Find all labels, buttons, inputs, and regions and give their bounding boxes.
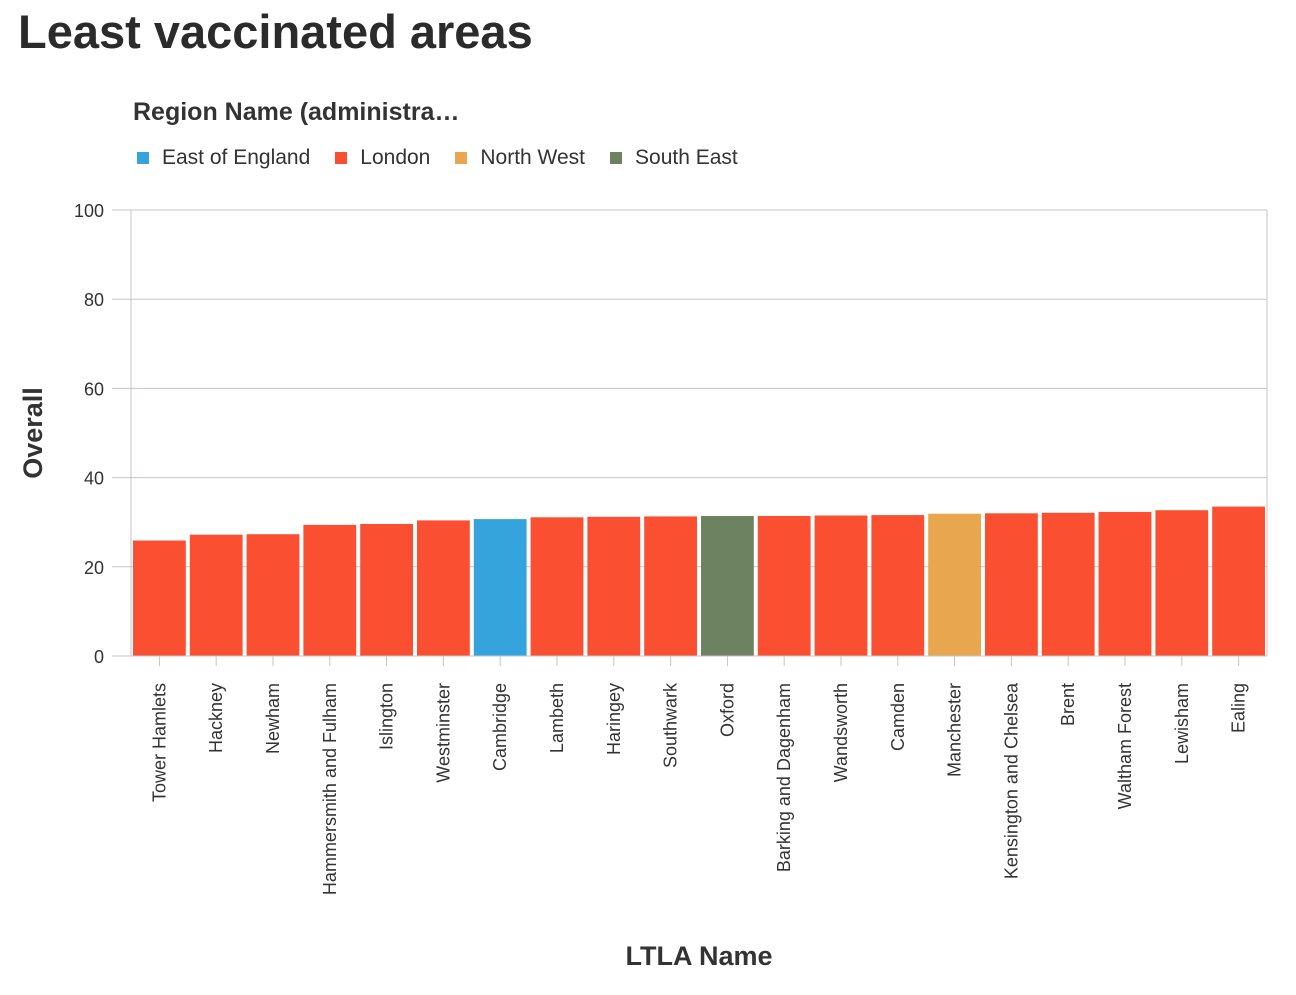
bars: [133, 506, 1265, 657]
bar-ealing[interactable]: [1212, 506, 1265, 656]
x-tick-label: Waltham Forest: [1115, 683, 1135, 809]
bar-haringey[interactable]: [587, 516, 641, 656]
x-tick-label: Southwark: [661, 682, 681, 768]
y-tick-label: 20: [84, 558, 104, 578]
x-tick-label: Ealing: [1229, 683, 1249, 733]
bar-southwark[interactable]: [644, 516, 697, 656]
legend: East of England London North West South …: [137, 146, 763, 170]
y-tick-label: 0: [94, 647, 104, 667]
bar-hackney[interactable]: [189, 534, 243, 656]
x-tick-label: Lewisham: [1172, 683, 1192, 764]
x-tick-label: Haringey: [604, 683, 624, 755]
bar-wandsworth[interactable]: [814, 515, 868, 657]
legend-swatch-east-of-england: [137, 152, 149, 164]
bar-lewisham[interactable]: [1155, 510, 1209, 656]
legend-label: South East: [635, 146, 738, 169]
x-axis-title: LTLA Name: [625, 941, 772, 971]
x-tick-label: Oxford: [717, 683, 737, 737]
x-tick-label: Wandsworth: [831, 683, 851, 782]
legend-label: North West: [480, 146, 586, 169]
x-tick-label: Cambridge: [490, 683, 510, 771]
x-tick-label: Tower Hamlets: [149, 683, 169, 802]
bar-hammersmith-and-fulham[interactable]: [303, 524, 357, 656]
bar-cambridge[interactable]: [473, 519, 527, 656]
bar-kensington-and-chelsea[interactable]: [985, 513, 1038, 656]
axes: [112, 209, 1268, 666]
y-axis-title: Overall: [18, 387, 48, 479]
legend-item-north-west[interactable]: North West: [455, 146, 585, 170]
bar-manchester[interactable]: [928, 513, 981, 656]
x-tick-label: Manchester: [945, 683, 965, 777]
bar-camden[interactable]: [871, 515, 925, 656]
bar-westminster[interactable]: [417, 520, 470, 656]
x-tick-label: Islington: [377, 683, 397, 750]
bar-barking-and-dagenham[interactable]: [757, 516, 811, 656]
bar-oxford[interactable]: [701, 516, 754, 656]
x-tick-label: Hackney: [206, 683, 226, 753]
legend-label: East of England: [162, 146, 311, 169]
y-tick-label: 100: [74, 201, 104, 221]
x-tick-label: Kensington and Chelsea: [1001, 682, 1021, 879]
page-title: Least vaccinated areas: [18, 5, 533, 58]
legend-item-south-east[interactable]: South East: [610, 146, 738, 170]
bar-brent[interactable]: [1041, 512, 1095, 656]
x-tick-label: Westminster: [433, 683, 453, 783]
legend-item-london[interactable]: London: [335, 146, 430, 170]
x-tick-label: Lambeth: [547, 683, 567, 753]
legend-label: London: [360, 146, 431, 169]
legend-swatch-south-east: [610, 152, 623, 164]
x-tick-label: Barking and Dagenham: [774, 683, 794, 872]
gridlines: [131, 209, 1267, 568]
x-tick-label: Newham: [263, 683, 283, 754]
y-tick-label: 40: [84, 469, 104, 489]
x-tick-label: Brent: [1058, 683, 1078, 726]
axis-labels: 0 20 40 60 80 100 Tower Hamlets Hackney Newham Ha…: [18, 201, 1249, 971]
bar-newham[interactable]: [246, 534, 300, 656]
bar-waltham-forest[interactable]: [1098, 511, 1152, 656]
y-tick-label: 60: [84, 379, 104, 399]
y-tick-label: 80: [84, 290, 104, 310]
x-tick-label: Hammersmith and Fulham: [320, 683, 340, 895]
x-tick-label: Camden: [888, 683, 908, 751]
legend-swatch-north-west: [455, 152, 468, 164]
legend-title: Region Name (administra…: [133, 98, 460, 126]
legend-swatch-london: [335, 152, 348, 164]
bar-lambeth[interactable]: [530, 517, 584, 656]
bar-tower-hamlets[interactable]: [133, 540, 186, 657]
bar-islington[interactable]: [360, 524, 413, 656]
legend-item-east-of-england[interactable]: East of England: [137, 146, 310, 170]
